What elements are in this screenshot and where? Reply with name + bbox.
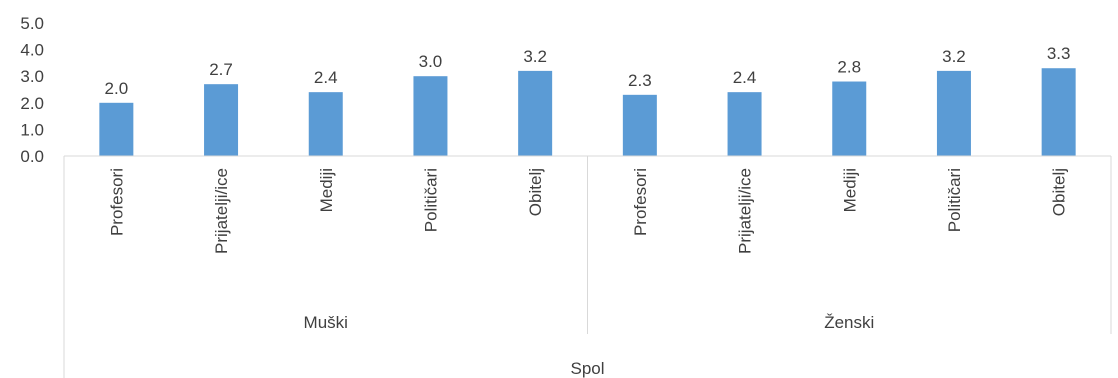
category-label: Prijatelji/ice — [736, 168, 755, 254]
category-label: Profesori — [107, 168, 126, 236]
data-label: 2.0 — [105, 79, 129, 98]
bar — [518, 70, 553, 156]
y-tick-label: 1.0 — [20, 120, 44, 139]
bar — [832, 81, 867, 156]
y-tick-label: 5.0 — [20, 14, 44, 33]
category-label: Obitelj — [526, 168, 545, 216]
category-label: Mediji — [317, 168, 336, 212]
bar — [413, 76, 448, 156]
group-label: Muški — [304, 313, 348, 332]
y-axis: 0.0 1.0 2.0 3.0 4.0 5.0 — [20, 14, 44, 166]
bar — [727, 92, 762, 156]
bar — [99, 102, 134, 156]
category-label: Političari — [421, 168, 440, 232]
data-label: 2.4 — [733, 68, 757, 87]
y-tick-label: 0.0 — [20, 147, 44, 166]
bars: 2.0 2.7 2.4 3.0 3.2 2.3 2.4 2.8 3.2 3.3 — [99, 44, 1076, 156]
x-axis-title: Spol — [570, 359, 604, 378]
data-label: 2.7 — [209, 60, 233, 79]
category-label: Profesori — [631, 168, 650, 236]
bar — [204, 84, 239, 156]
category-label: Obitelj — [1050, 168, 1069, 216]
y-tick-label: 2.0 — [20, 94, 44, 113]
bar — [622, 94, 657, 156]
bar — [1041, 68, 1076, 156]
x-axis: Profesori Prijatelji/ice Mediji Političari O… — [63, 155, 1112, 378]
data-label: 2.8 — [837, 58, 861, 77]
category-label: Prijatelji/ice — [212, 168, 231, 254]
data-label: 2.4 — [314, 68, 338, 87]
data-label: 3.2 — [523, 47, 547, 66]
category-label: Političari — [945, 168, 964, 232]
y-tick-label: 3.0 — [20, 67, 44, 86]
data-label: 3.3 — [1047, 44, 1071, 63]
bar — [936, 70, 971, 156]
group-label: Ženski — [824, 313, 874, 332]
bar — [308, 92, 343, 156]
y-tick-label: 4.0 — [20, 41, 44, 60]
data-label: 3.0 — [419, 52, 443, 71]
category-label: Mediji — [840, 168, 859, 212]
data-label: 3.2 — [942, 47, 966, 66]
data-label: 2.3 — [628, 71, 652, 90]
